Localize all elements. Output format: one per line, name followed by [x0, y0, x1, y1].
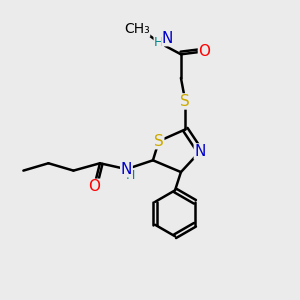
Text: H: H [126, 169, 136, 182]
Text: O: O [88, 179, 100, 194]
Text: S: S [154, 134, 164, 149]
Text: N: N [121, 162, 132, 177]
Text: S: S [181, 94, 190, 109]
Text: N: N [194, 144, 206, 159]
Text: CH₃: CH₃ [124, 22, 150, 36]
Text: O: O [199, 44, 211, 59]
Text: N: N [162, 31, 173, 46]
Text: H: H [154, 36, 164, 49]
